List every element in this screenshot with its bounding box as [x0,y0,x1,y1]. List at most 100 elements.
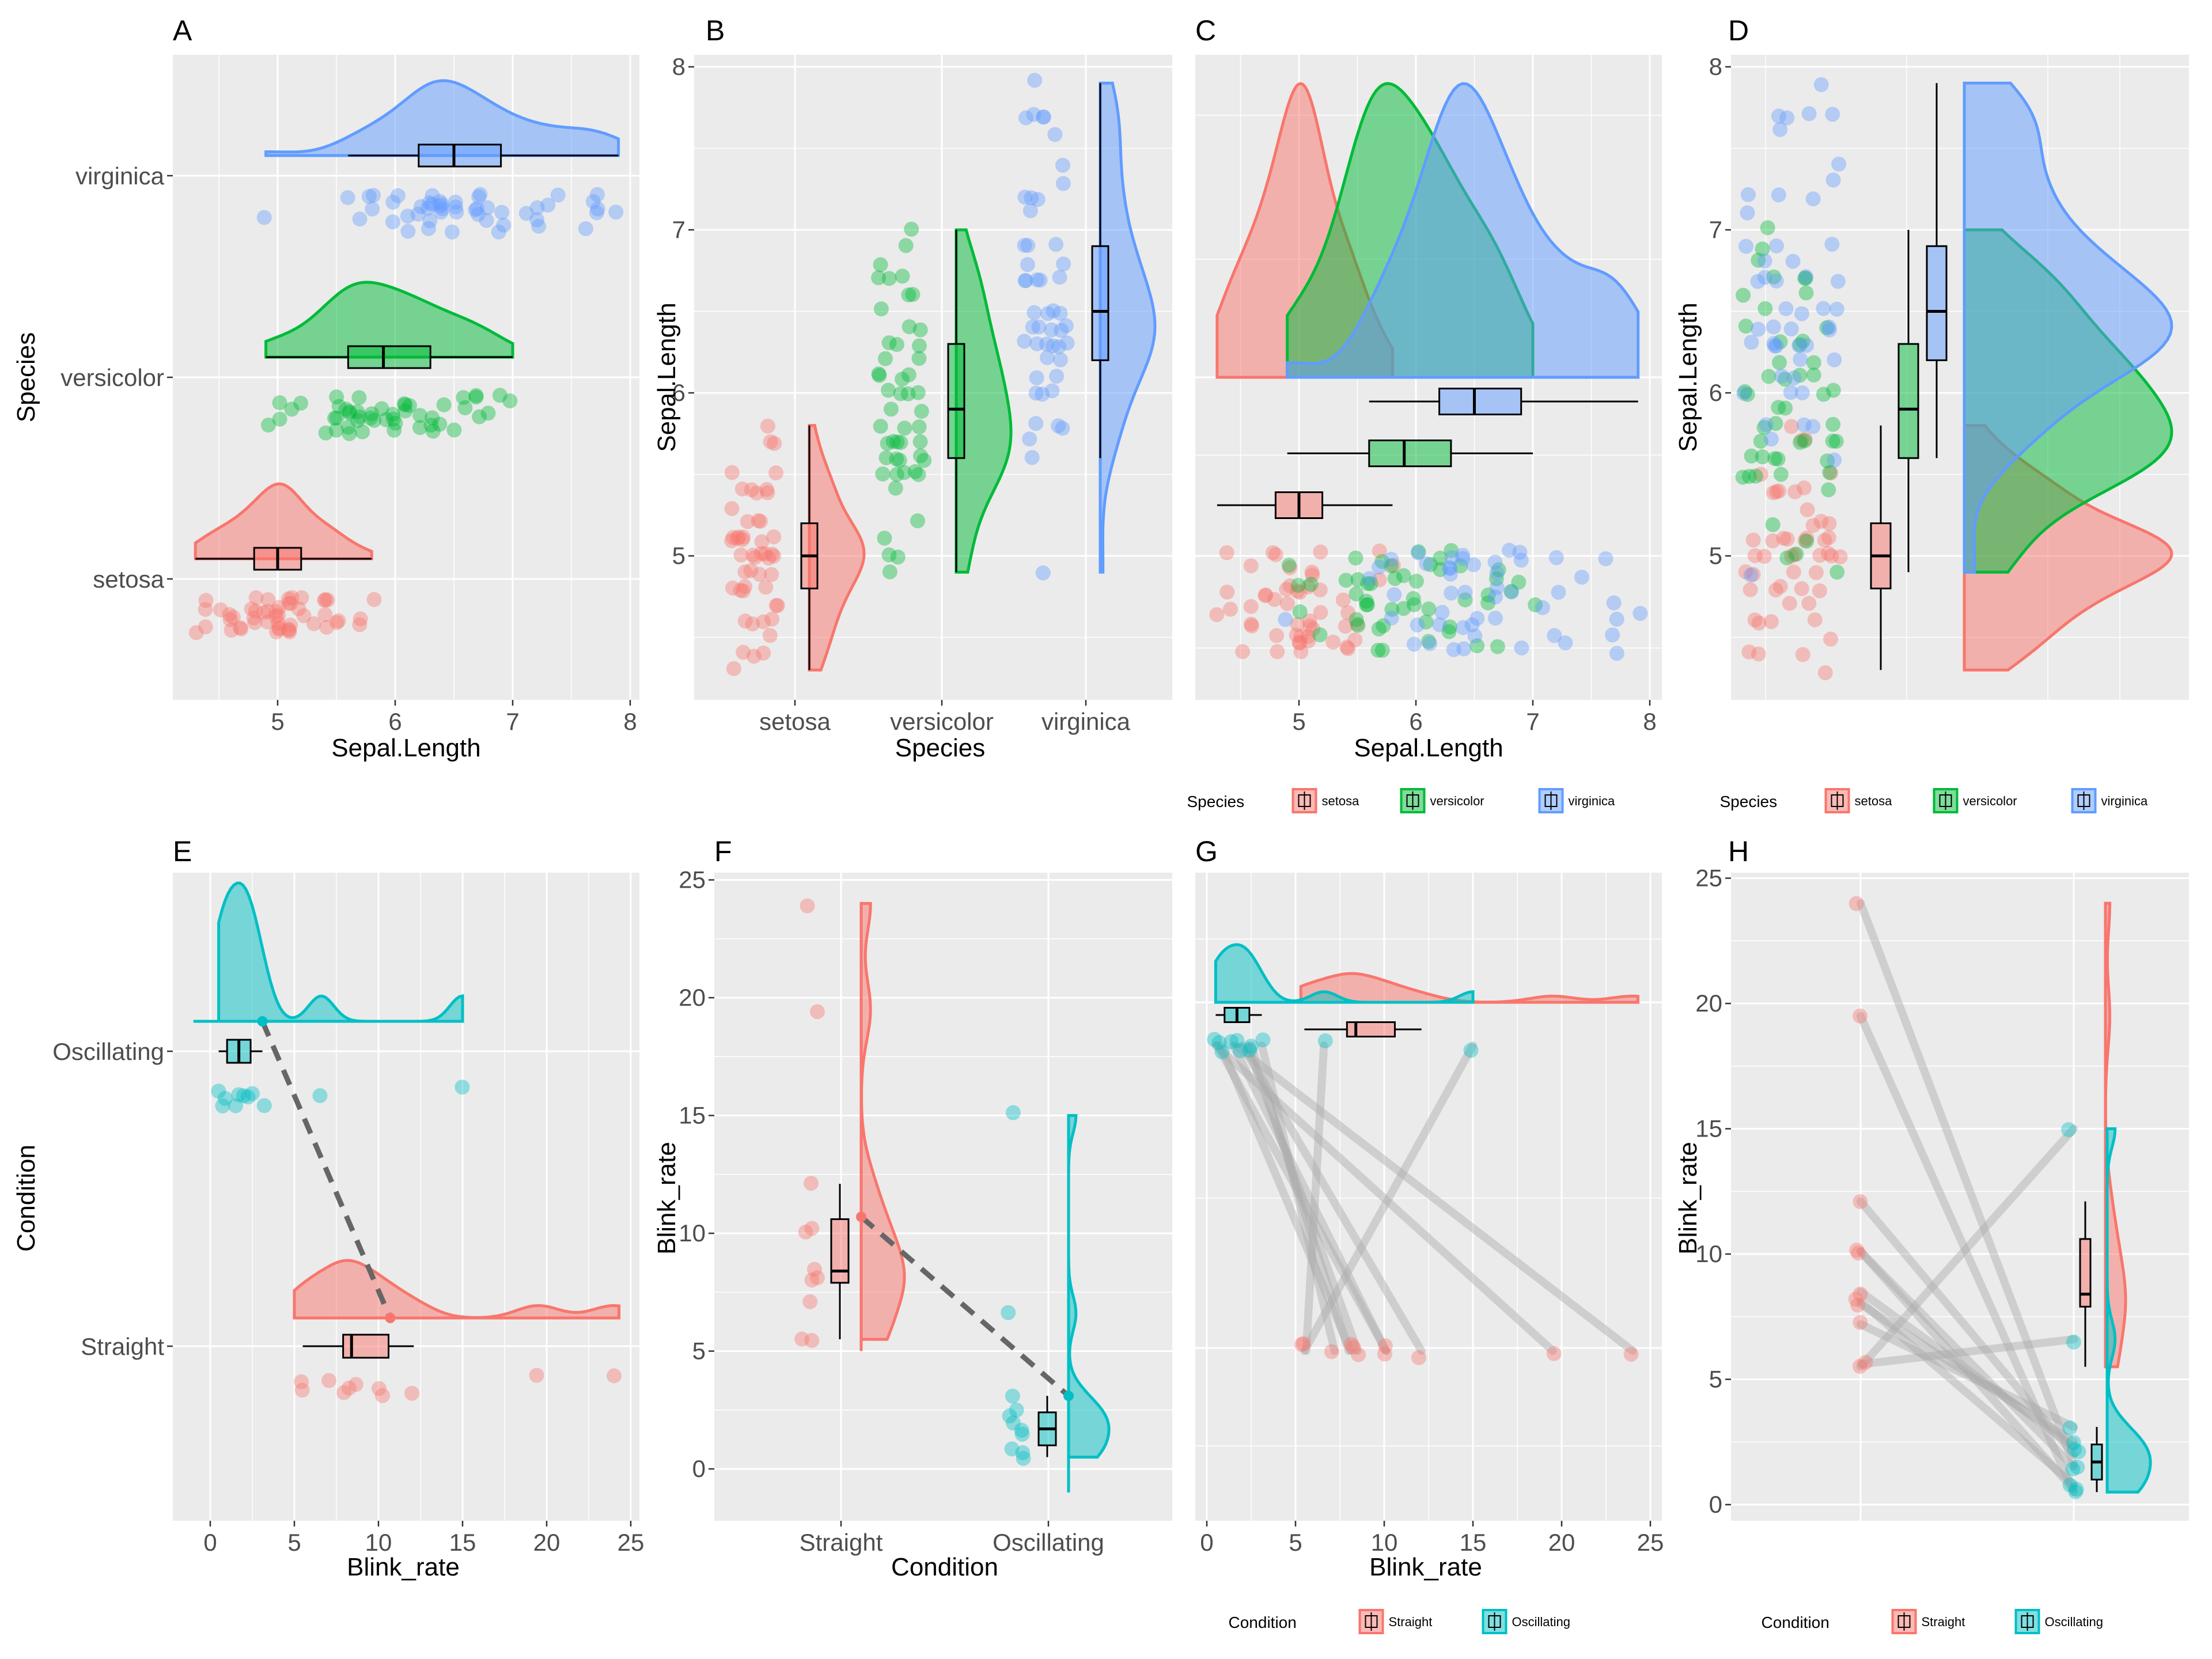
point-virginica [1633,605,1648,621]
point-virginica [1444,550,1460,565]
legend-label: Straight [1389,1615,1433,1629]
point-setosa [1347,632,1363,647]
point-setosa [1244,618,1260,634]
point-setosa [260,604,276,619]
point-virginica [540,198,556,213]
point-setosa [1258,587,1274,603]
point-setosa [726,661,741,676]
point-setosa [756,614,771,630]
point-virginica [1609,646,1624,661]
point-setosa [1805,518,1821,533]
point-versicolor [1735,469,1751,485]
point-versicolor [880,435,895,451]
point-setosa [753,546,769,561]
box-body [347,345,431,369]
point-versicolor [871,366,887,381]
box-body [1897,343,1919,459]
point-versicolor [272,411,287,427]
point-straight [1853,1286,1868,1302]
point-setosa [1222,601,1238,617]
point-setosa [734,481,750,497]
point-virginica [1467,628,1483,644]
point-straight [336,1385,352,1400]
point-virginica [1487,554,1503,570]
point-versicolor [1457,592,1473,608]
point-setosa [222,607,237,622]
point-versicolor [1825,382,1841,398]
point-virginica [1813,77,1829,92]
point-setosa [1776,531,1791,546]
point-virginica [385,194,401,210]
point-versicolor [873,301,889,317]
point-setosa [269,624,285,640]
point-virginica [1829,301,1844,317]
point-versicolor [895,268,910,284]
point-versicolor [878,450,894,465]
point-setosa [1372,572,1387,588]
point-setosa [733,582,748,598]
point-setosa [1257,588,1273,603]
tick-label: 10 [1371,1529,1398,1556]
point-virginica [1032,272,1048,288]
point-virginica [1052,270,1067,285]
panel-tag: E [173,835,192,868]
point-setosa [1794,433,1809,448]
point-versicolor [342,406,357,421]
tick-label: 20 [1695,990,1722,1017]
point-virginica [1055,157,1071,173]
point-oscillating [2066,1435,2081,1450]
point-virginica [1024,450,1040,465]
point-versicolor [1480,595,1496,611]
point-setosa [760,485,775,501]
point-setosa [198,593,214,608]
tick-label: versicolor [60,364,164,391]
point-virginica [1489,565,1505,581]
point-setosa [1267,592,1282,607]
point-virginica [449,204,464,220]
point-straight [371,1381,387,1396]
cloud-oscillating [1214,943,1475,1004]
point-versicolor [1825,416,1841,432]
point-versicolor [1795,334,1810,349]
point-virginica [1025,319,1040,335]
point-virginica [1055,421,1070,436]
point-versicolor [1338,573,1354,588]
point-versicolor [472,409,487,425]
legend-title: Species [1720,793,1778,810]
point-setosa [271,600,287,615]
mean-point-straight [385,1313,396,1323]
point-versicolor [1350,618,1366,633]
point-oscillating [1015,1445,1031,1460]
point-versicolor [1360,575,1376,591]
point-setosa [757,546,773,562]
point-virginica [1055,176,1071,191]
box-virginica [1369,388,1638,415]
pair-line [1300,1041,1477,1355]
point-versicolor [1821,482,1836,498]
legend-label: virginica [2101,794,2148,808]
point-oscillating [2062,1477,2078,1493]
point-setosa [1797,533,1813,548]
point-versicolor [1376,618,1391,634]
point-virginica [1513,552,1529,568]
legend-label: virginica [1569,794,1615,808]
tick-label: 8 [1709,53,1722,80]
tick-label: 7 [1526,708,1539,735]
y-axis-title: Condition [12,1145,40,1252]
point-oscillating [228,1098,244,1113]
point-versicolor [1820,453,1835,469]
point-setosa [198,619,213,635]
point-virginica [1766,336,1782,351]
point-versicolor [1469,638,1485,654]
point-straight [798,1224,813,1240]
point-versicolor [425,410,440,426]
point-setosa [1305,567,1320,583]
point-virginica [1469,611,1485,626]
point-versicolor [374,401,389,416]
point-versicolor [904,221,919,237]
point-setosa [766,548,782,564]
x-axis-title: Sepal.Length [1354,734,1503,762]
tick-label: versicolor [890,708,994,735]
cloud-oscillating [2105,1127,2152,1494]
point-straight [1853,1194,1868,1210]
